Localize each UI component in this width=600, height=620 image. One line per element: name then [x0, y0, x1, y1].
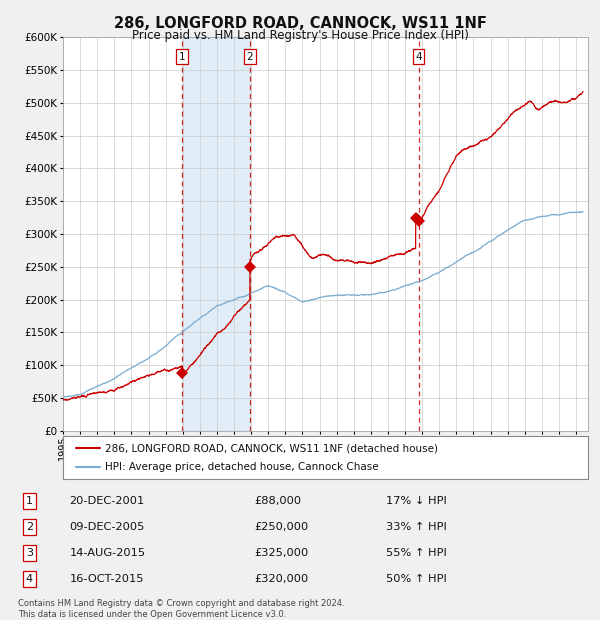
Text: 14-AUG-2015: 14-AUG-2015 [70, 548, 146, 558]
Text: 33% ↑ HPI: 33% ↑ HPI [386, 522, 447, 532]
Text: Contains HM Land Registry data © Crown copyright and database right 2024.
This d: Contains HM Land Registry data © Crown c… [18, 600, 344, 619]
Text: 286, LONGFORD ROAD, CANNOCK, WS11 1NF: 286, LONGFORD ROAD, CANNOCK, WS11 1NF [113, 16, 487, 30]
Text: £320,000: £320,000 [254, 574, 308, 584]
Text: 55% ↑ HPI: 55% ↑ HPI [386, 548, 447, 558]
Text: 4: 4 [415, 52, 422, 62]
Text: HPI: Average price, detached house, Cannock Chase: HPI: Average price, detached house, Cann… [105, 462, 379, 472]
Text: 20-DEC-2001: 20-DEC-2001 [70, 496, 145, 506]
Text: Price paid vs. HM Land Registry's House Price Index (HPI): Price paid vs. HM Land Registry's House … [131, 29, 469, 42]
Text: 1: 1 [26, 496, 33, 506]
Text: 17% ↓ HPI: 17% ↓ HPI [386, 496, 447, 506]
Text: 2: 2 [247, 52, 253, 62]
Text: 3: 3 [26, 548, 33, 558]
Text: 1: 1 [179, 52, 185, 62]
Text: 2: 2 [26, 522, 33, 532]
Text: 16-OCT-2015: 16-OCT-2015 [70, 574, 144, 584]
Text: £88,000: £88,000 [254, 496, 301, 506]
Text: 4: 4 [26, 574, 33, 584]
Text: £250,000: £250,000 [254, 522, 308, 532]
Text: 09-DEC-2005: 09-DEC-2005 [70, 522, 145, 532]
Bar [182, 37, 250, 431]
Text: 50% ↑ HPI: 50% ↑ HPI [386, 574, 447, 584]
Text: 286, LONGFORD ROAD, CANNOCK, WS11 1NF (detached house): 286, LONGFORD ROAD, CANNOCK, WS11 1NF (d… [105, 443, 438, 453]
Text: £325,000: £325,000 [254, 548, 308, 558]
